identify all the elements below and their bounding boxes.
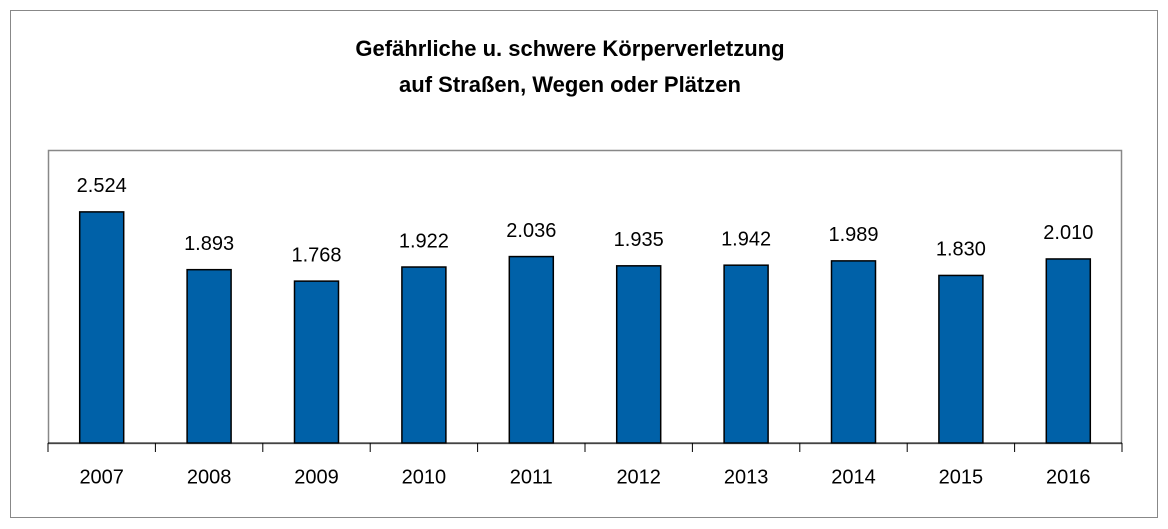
bar xyxy=(186,268,232,444)
data-label: 1.989 xyxy=(828,224,878,246)
data-label: 1.830 xyxy=(936,239,986,261)
data-label: 1.942 xyxy=(721,228,771,250)
x-tick-label: 2016 xyxy=(1046,466,1091,488)
bar xyxy=(1045,258,1092,444)
data-label: 1.922 xyxy=(399,230,449,252)
x-tick-label: 2015 xyxy=(939,466,984,488)
data-label: 2.524 xyxy=(77,175,127,197)
x-tick-label: 2010 xyxy=(402,466,447,488)
data-label: 2.036 xyxy=(506,220,556,242)
bar xyxy=(830,260,877,444)
data-label: 1.768 xyxy=(291,244,341,266)
bar xyxy=(293,280,340,444)
bar xyxy=(615,265,662,444)
x-tick-label: 2011 xyxy=(510,466,553,488)
bar xyxy=(508,255,555,444)
data-label: 1.893 xyxy=(184,233,234,255)
data-label: 2.010 xyxy=(1043,222,1093,244)
bar xyxy=(938,274,984,444)
bar xyxy=(78,211,125,444)
x-tick-label: 2012 xyxy=(616,466,661,488)
x-tick-label: 2007 xyxy=(79,466,124,488)
x-tick-label: 2009 xyxy=(294,466,339,488)
data-label: 1.935 xyxy=(614,229,664,251)
x-tick-label: 2014 xyxy=(831,466,876,488)
chart-title: Gefährliche u. schwere Körperverletzung xyxy=(355,36,784,61)
x-tick-label: 2008 xyxy=(187,466,232,488)
bar xyxy=(723,264,769,444)
bar xyxy=(401,266,447,444)
x-tick-label: 2013 xyxy=(724,466,769,488)
chart-title: auf Straßen, Wegen oder Plätzen xyxy=(399,72,741,97)
